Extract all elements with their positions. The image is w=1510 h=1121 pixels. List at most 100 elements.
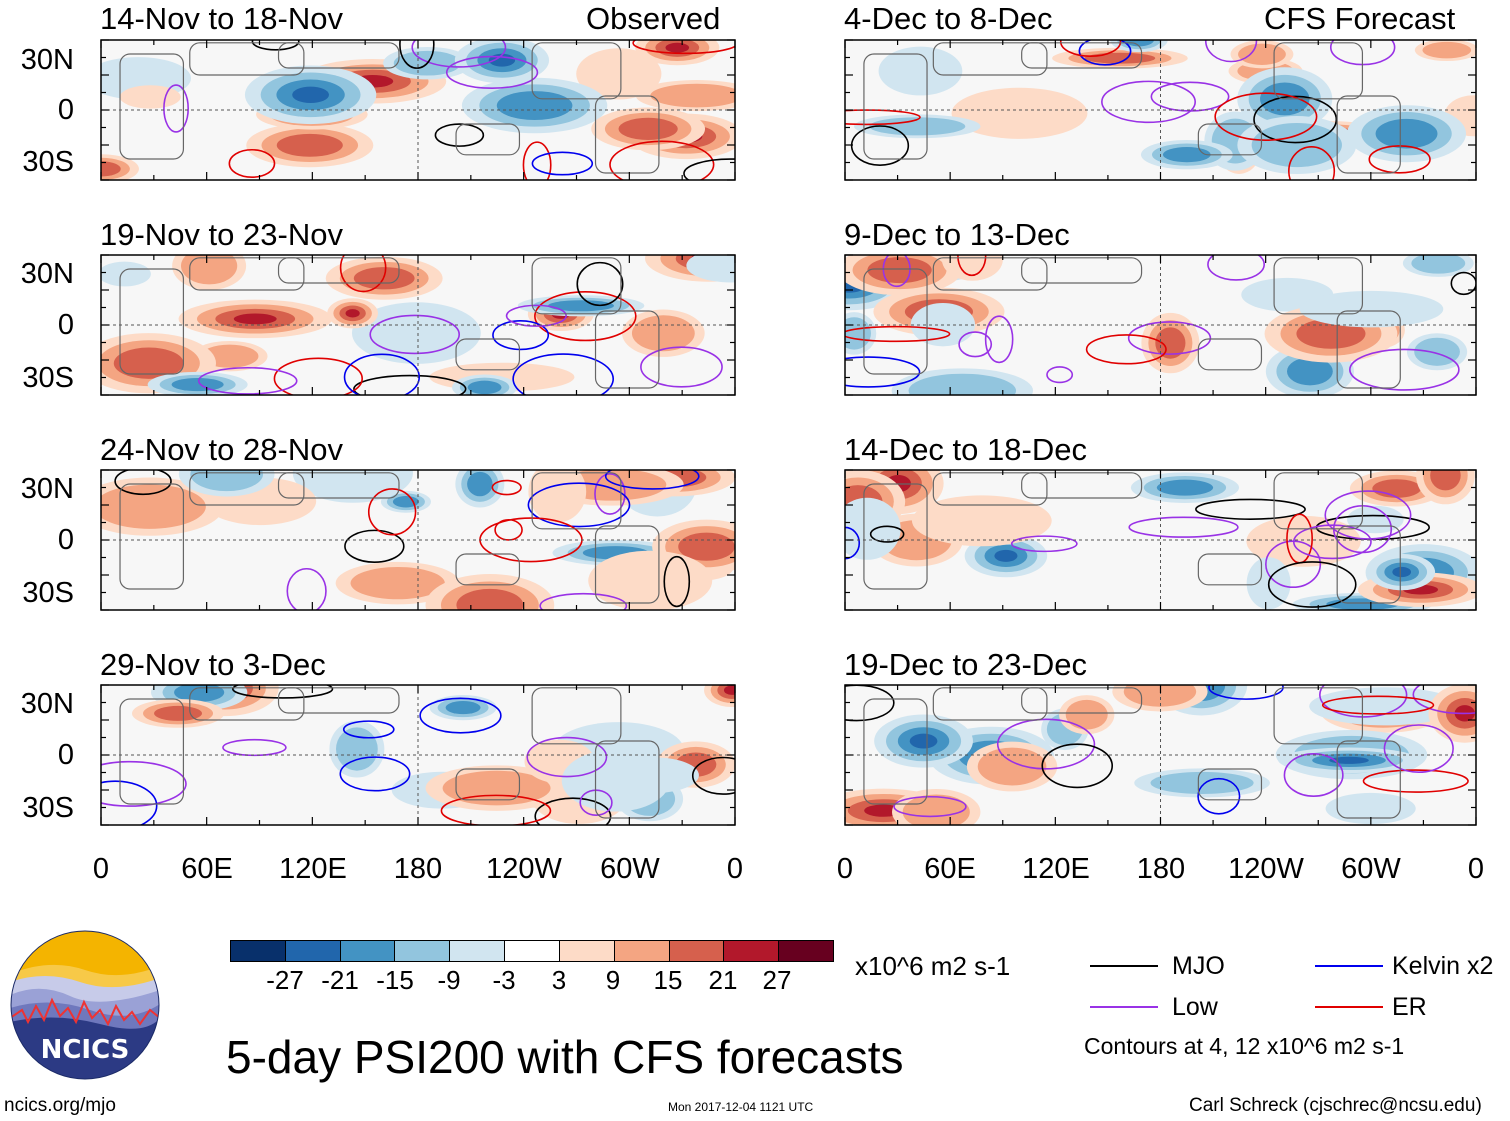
- continent-outline: [1197, 768, 1263, 801]
- filtered-contour: [1204, 40, 1258, 63]
- filtered-contour: [526, 736, 608, 778]
- lat-label-30n: 30N: [20, 258, 74, 290]
- colorbar-bin: [613, 941, 669, 961]
- continent-outline: [455, 338, 521, 371]
- psi-anomaly-shading: [101, 161, 121, 177]
- psi-anomaly-shading: [561, 749, 670, 812]
- filtered-contour: [353, 374, 467, 395]
- filtered-contour: [232, 685, 334, 699]
- filtered-contour: [1128, 516, 1239, 538]
- filtered-contour: [367, 488, 417, 536]
- filtered-contour: [369, 314, 461, 355]
- psi-anomaly-shading: [686, 255, 735, 283]
- filtered-contour: [539, 592, 628, 610]
- continent-outline: [932, 257, 1048, 291]
- psi-anomaly-shading: [292, 470, 413, 503]
- psi-anomaly-shading: [548, 300, 614, 312]
- continent-outline: [863, 698, 928, 805]
- logo-text: NCICS: [41, 1035, 130, 1065]
- continent-outline: [189, 42, 305, 76]
- filtered-contour: [958, 331, 993, 358]
- filtered-contour: [1197, 777, 1241, 815]
- colorbar-tick: 27: [762, 965, 792, 995]
- colorbar-tick: -27: [266, 965, 304, 995]
- continent-outline: [119, 698, 185, 805]
- continent-outline: [119, 53, 185, 160]
- filtered-contour: [845, 325, 951, 343]
- psi-anomaly-shading: [233, 313, 277, 325]
- psi-anomaly-shading: [1414, 337, 1460, 366]
- colorbar-bin: [778, 941, 833, 961]
- lat-label-30n: 30N: [20, 473, 74, 505]
- filtered-contour: [1046, 366, 1074, 384]
- footer-credit: Carl Schreck (cjschrec@ncsu.edu): [1189, 1095, 1482, 1116]
- continent-outline: [594, 740, 660, 819]
- psi-anomaly-shading: [1372, 479, 1421, 498]
- continent-outline: [1336, 740, 1401, 819]
- map-panel: [845, 255, 1476, 395]
- panel-title-fcst-2: 9-Dec to 13-Dec: [844, 217, 1070, 252]
- continent-outline: [1021, 257, 1143, 284]
- psi-anomaly-shading: [101, 484, 206, 529]
- continent-outline: [277, 257, 400, 284]
- filtered-contour: [440, 794, 552, 825]
- legend-label-mjo: MJO: [1172, 952, 1225, 980]
- map-panel: [101, 470, 735, 610]
- footer-url: ncics.org/mjo: [4, 1095, 116, 1116]
- continent-outline: [863, 53, 928, 160]
- filtered-contour: [1214, 92, 1318, 141]
- psi-anomaly-shading: [350, 567, 445, 600]
- psi-anomaly-shading: [1238, 43, 1286, 65]
- filtered-contour: [957, 255, 987, 277]
- filtered-contour: [491, 479, 522, 496]
- psi-anomaly-shading: [977, 747, 1047, 786]
- continent-outline: [455, 123, 521, 156]
- filtered-contour: [996, 718, 1096, 770]
- continent-outline: [1021, 472, 1143, 499]
- colorbar-bin: [449, 941, 505, 961]
- map-panel: [101, 685, 735, 825]
- filtered-contour: [984, 315, 1014, 364]
- psi-anomaly-shading: [723, 685, 735, 695]
- psi-anomaly-shading: [1325, 792, 1416, 825]
- psi-anomaly-shading: [1411, 255, 1466, 274]
- colorbar-bin: [558, 941, 614, 961]
- filtered-contour: [845, 356, 921, 388]
- panel-title-obs-2: 19-Nov to 23-Nov: [100, 217, 343, 252]
- panel-title-obs-3: 24-Nov to 28-Nov: [100, 432, 343, 467]
- continent-outline: [189, 687, 305, 721]
- filtered-contour: [492, 319, 550, 351]
- psi-anomaly-shading: [845, 317, 871, 350]
- colorbar-tick: -15: [376, 965, 414, 995]
- colorbar-bin: [668, 941, 724, 961]
- psi-anomaly-shading: [190, 470, 264, 492]
- legend-label-low: Low: [1172, 993, 1218, 1021]
- filtered-contour: [399, 40, 435, 69]
- psi-anomaly-shading: [1286, 357, 1333, 386]
- filtered-contour: [1450, 271, 1476, 296]
- continent-outline: [1336, 525, 1401, 604]
- filtered-contour: [640, 346, 723, 388]
- legend-label-er: ER: [1392, 993, 1427, 1021]
- lon-label: 60W: [600, 853, 660, 885]
- colorbar-units: x10^6 m2 s-1: [855, 951, 1011, 981]
- panel-title-fcst-4: 19-Dec to 23-Dec: [844, 647, 1087, 682]
- map-panel: [101, 40, 735, 180]
- continent-outline: [277, 472, 400, 499]
- psi-anomaly-shading: [336, 727, 378, 771]
- continent-outline: [189, 472, 305, 506]
- filtered-contour: [197, 366, 298, 395]
- psi-anomaly-shading: [1422, 41, 1472, 59]
- colorbar: [230, 940, 834, 962]
- filtered-contour: [893, 795, 967, 818]
- psi-anomaly-shading: [174, 685, 225, 702]
- psi-anomaly-shading: [618, 117, 678, 141]
- filtered-contour: [101, 780, 158, 825]
- continent-outline: [1336, 310, 1401, 389]
- lat-label-eq: 0: [57, 739, 74, 771]
- continent-outline: [1197, 123, 1263, 156]
- filtered-contour: [1412, 685, 1476, 715]
- continent-outline: [594, 95, 660, 174]
- legend-label-kelvin: Kelvin x2: [1392, 952, 1494, 980]
